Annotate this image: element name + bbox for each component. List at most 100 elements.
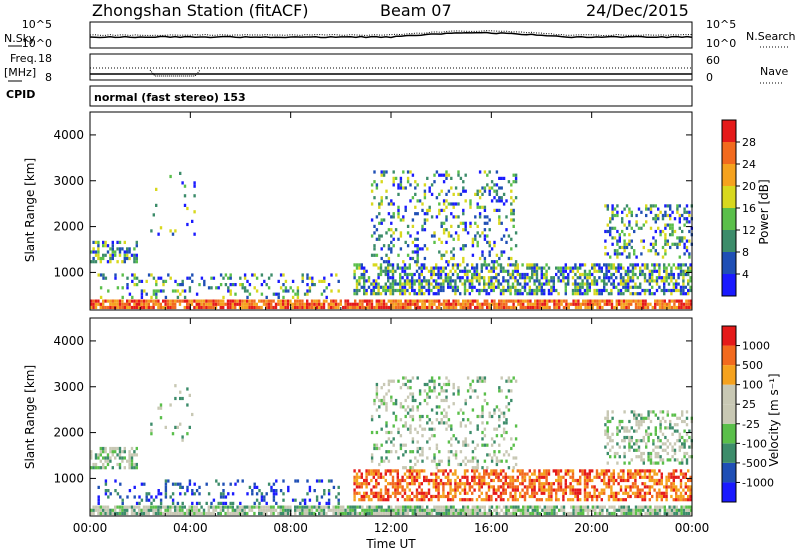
- heatmap-cell: [645, 442, 648, 446]
- heatmap-cell: [174, 505, 177, 509]
- heatmap-cell: [616, 451, 619, 456]
- heatmap-cell: [511, 276, 515, 280]
- heatmap-cell: [579, 469, 582, 473]
- heatmap-cell: [603, 472, 606, 476]
- heatmap-cell: [430, 376, 434, 380]
- heatmap-cell: [643, 494, 647, 499]
- heatmap-cell: [229, 289, 232, 293]
- heatmap-cell: [164, 495, 168, 499]
- heatmap-cell: [677, 266, 680, 270]
- heatmap-cell: [399, 292, 402, 296]
- heatmap-cell: [198, 485, 201, 489]
- heatmap-cell: [488, 228, 491, 232]
- heatmap-cell: [394, 279, 397, 283]
- heatmap-cell: [447, 234, 451, 238]
- heatmap-cell: [250, 305, 254, 310]
- heatmap-cell: [390, 379, 393, 383]
- heatmap-cell: [378, 202, 381, 206]
- heatmap-cell: [447, 279, 450, 283]
- heatmap-cell: [605, 282, 608, 286]
- heatmap-cell: [394, 299, 398, 303]
- heatmap-cell: [356, 302, 359, 306]
- heatmap-cell: [450, 505, 453, 509]
- heatmap-cell: [190, 505, 194, 509]
- heatmap-cell: [367, 494, 371, 499]
- heatmap-cell: [353, 276, 356, 280]
- heatmap-cell: [486, 299, 489, 303]
- heatmap-cell: [195, 511, 198, 516]
- heatmap-cell: [200, 276, 204, 280]
- heatmap-cell: [126, 253, 129, 257]
- heatmap-cell: [126, 256, 129, 261]
- heatmap-cell: [688, 255, 691, 259]
- heatmap-cell: [389, 269, 392, 273]
- heatmap-cell: [421, 459, 424, 463]
- heatmap-cell: [356, 305, 359, 310]
- heatmap-cell: [442, 253, 446, 257]
- heatmap-cell: [457, 440, 460, 444]
- heatmap-cell: [253, 302, 256, 306]
- heatmap-cell: [367, 469, 371, 473]
- heatmap-cell: [150, 495, 153, 499]
- heatmap-cell: [447, 424, 451, 428]
- heatmap-cell: [385, 424, 388, 428]
- heatmap-cell: [413, 482, 416, 486]
- heatmap-cell: [444, 475, 447, 479]
- heatmap-cell: [555, 302, 558, 306]
- heatmap-cell: [608, 299, 611, 303]
- heatmap-cell: [643, 272, 647, 277]
- heatmap-cell: [665, 494, 668, 499]
- heatmap-cell: [440, 208, 443, 212]
- heatmap-cell: [490, 494, 493, 499]
- heatmap-cell: [627, 302, 630, 306]
- heatmap-cell: [550, 505, 554, 509]
- heatmap-cell: [420, 269, 423, 273]
- heatmap-cell: [116, 492, 120, 496]
- heatmap-cell: [612, 475, 615, 479]
- heatmap-cell: [123, 253, 126, 257]
- heatmap-cell: [104, 505, 107, 509]
- heatmap-cell: [243, 299, 246, 303]
- heatmap-cell: [475, 469, 479, 473]
- heatmap-cell: [591, 494, 594, 499]
- heatmap-cell: [639, 305, 642, 310]
- heatmap-cell: [654, 252, 657, 256]
- heatmap-cell: [442, 269, 445, 273]
- heatmap-cell: [658, 305, 662, 310]
- heatmap-cell: [495, 208, 499, 212]
- heatmap-cell: [649, 451, 653, 456]
- heatmap-cell: [152, 299, 155, 303]
- heatmap-cell: [231, 508, 234, 512]
- heatmap-cell: [313, 489, 316, 493]
- heatmap-cell: [610, 272, 613, 277]
- heatmap-cell: [471, 263, 474, 267]
- heatmap-cell: [654, 461, 657, 465]
- heatmap-cell: [432, 494, 435, 499]
- heatmap-cell: [387, 491, 390, 495]
- heatmap-cell: [627, 491, 630, 495]
- heatmap-cell: [181, 511, 184, 516]
- heatmap-cell: [394, 288, 397, 293]
- heatmap-cell: [375, 183, 379, 187]
- heatmap-cell: [375, 389, 379, 393]
- heatmap-cell: [627, 288, 630, 293]
- heatmap-cell: [628, 242, 631, 246]
- heatmap-cell: [126, 505, 129, 509]
- heatmap-cell: [397, 379, 400, 383]
- heatmap-cell: [353, 469, 356, 473]
- heatmap-cell: [370, 511, 374, 516]
- heatmap-cell: [399, 234, 403, 238]
- heatmap-cell: [659, 429, 662, 433]
- heatmap-cell: [164, 505, 167, 509]
- heatmap-cell: [628, 207, 631, 211]
- heatmap-cell: [495, 260, 499, 264]
- heatmap-cell: [442, 469, 445, 473]
- heatmap-cell: [538, 282, 541, 286]
- heatmap-cell: [628, 252, 631, 256]
- heatmap-cell: [409, 408, 412, 412]
- heatmap-cell: [607, 276, 611, 280]
- heatmap-cell: [493, 408, 496, 412]
- heatmap-cell: [394, 282, 397, 286]
- heatmap-cell: [111, 250, 114, 254]
- heatmap-cell: [454, 202, 458, 206]
